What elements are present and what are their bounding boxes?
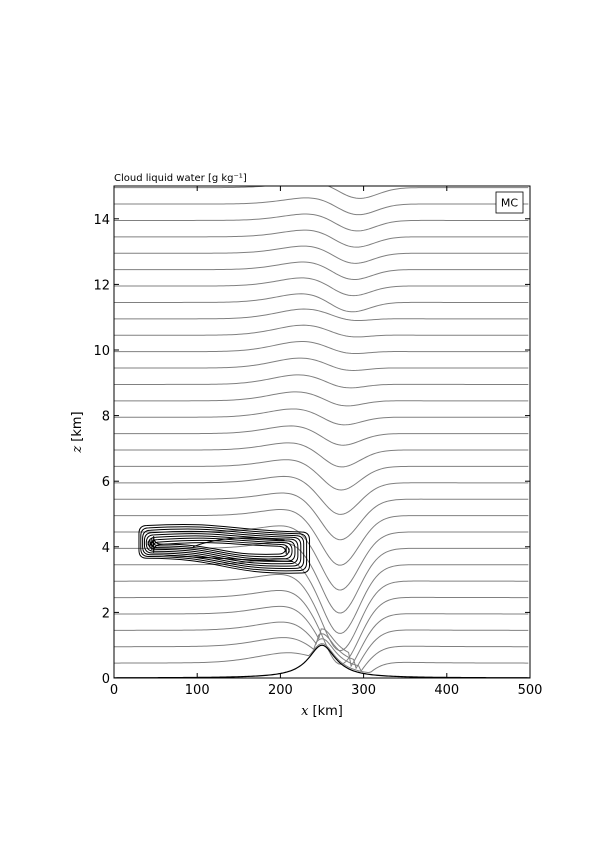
streamline-24 bbox=[114, 261, 529, 280]
x-tick-label-3: 300 bbox=[351, 683, 376, 698]
streamline-12 bbox=[114, 459, 529, 491]
y-axis-unit: [km] bbox=[70, 411, 85, 441]
x-tick-label-1: 100 bbox=[185, 683, 210, 698]
streamline-27 bbox=[114, 213, 529, 232]
y-axis-label: z [km] bbox=[70, 411, 85, 453]
streamline-31 bbox=[114, 149, 528, 166]
cloud-contour-0 bbox=[138, 523, 311, 574]
cloud-contour-1 bbox=[140, 526, 308, 572]
streamline-11 bbox=[114, 475, 529, 515]
streamline-25 bbox=[114, 245, 529, 264]
streamline-22 bbox=[114, 293, 529, 313]
streamline-16 bbox=[114, 391, 529, 407]
x-tick-label-5: 500 bbox=[518, 683, 543, 698]
streamline-28 bbox=[114, 197, 529, 216]
y-tick-label-7: 14 bbox=[93, 213, 110, 228]
y-tick-label-6: 12 bbox=[93, 278, 110, 293]
cloud-contour-4 bbox=[145, 533, 299, 565]
cloud-contour-7 bbox=[151, 537, 290, 558]
streamline-29 bbox=[114, 186, 529, 199]
streamlines bbox=[114, 149, 529, 674]
x-axis-unit: [km] bbox=[313, 704, 343, 719]
mountain-profile bbox=[114, 644, 530, 678]
streamline-1 bbox=[114, 637, 529, 672]
cloud-contour-8 bbox=[153, 536, 287, 555]
y-tick-label-2: 4 bbox=[102, 541, 110, 556]
y-tick-label-0: 0 bbox=[102, 672, 110, 687]
streamline-5 bbox=[114, 573, 529, 652]
streamline-6 bbox=[114, 557, 529, 634]
streamline-14 bbox=[114, 425, 529, 446]
cloud-contour-3 bbox=[143, 530, 302, 567]
streamline-8 bbox=[114, 525, 529, 591]
y-tick-label-5: 10 bbox=[93, 344, 110, 359]
cloud-filament-1 bbox=[163, 554, 293, 563]
cloud-contour-6 bbox=[149, 537, 293, 560]
cloud-contour-2 bbox=[142, 528, 305, 569]
streamline-26 bbox=[114, 229, 529, 248]
x-tick-label-0: 0 bbox=[110, 683, 118, 698]
y-tick-label-4: 8 bbox=[102, 410, 110, 425]
streamline-15 bbox=[114, 408, 529, 426]
streamline-18 bbox=[114, 357, 529, 371]
x-axis-ticks: 0 100 200 300 400 500 bbox=[110, 186, 543, 698]
plot-frame bbox=[113, 185, 531, 679]
streamline-9 bbox=[114, 508, 529, 566]
x-tick-label-4: 400 bbox=[434, 683, 459, 698]
streamline-0 bbox=[114, 643, 529, 674]
streamline-4 bbox=[114, 589, 529, 665]
cloud-contours bbox=[138, 523, 311, 574]
streamline-19 bbox=[114, 341, 529, 355]
y-axis-var: z bbox=[70, 446, 85, 454]
streamline-17 bbox=[114, 374, 529, 389]
x-axis-label: x [km] bbox=[301, 704, 343, 719]
streamline-7 bbox=[114, 541, 529, 614]
streamline-3 bbox=[114, 605, 529, 668]
streamline-13 bbox=[114, 442, 529, 468]
streamline-20 bbox=[114, 324, 529, 338]
chart-title: Cloud liquid water [g kg⁻¹] bbox=[114, 173, 247, 184]
x-tick-label-2: 200 bbox=[268, 683, 293, 698]
x-axis-var: x bbox=[301, 704, 309, 719]
y-axis-ticks: 0 2 4 6 8 10 12 14 bbox=[93, 213, 530, 687]
y-tick-label-3: 6 bbox=[102, 475, 110, 490]
panel-label: MC bbox=[501, 197, 518, 210]
streamline-21 bbox=[114, 308, 529, 322]
panel-label-box: MC bbox=[495, 191, 524, 214]
y-tick-label-1: 2 bbox=[102, 606, 110, 621]
streamline-10 bbox=[114, 492, 529, 541]
streamline-23 bbox=[114, 277, 529, 297]
cloud-filament-0 bbox=[192, 537, 285, 548]
